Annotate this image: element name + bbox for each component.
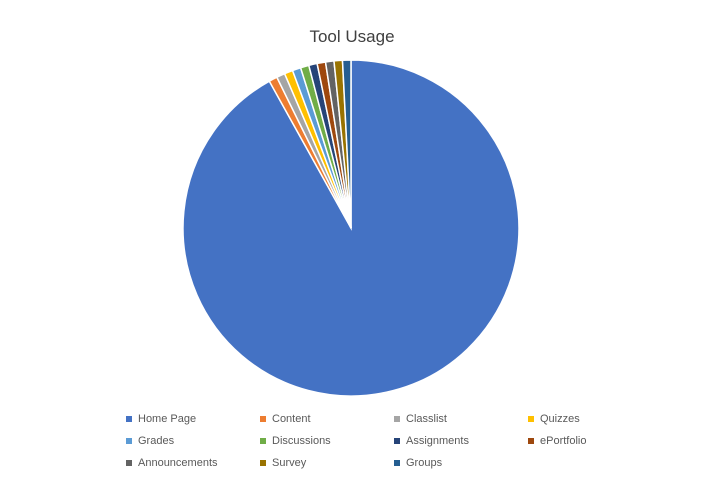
legend-swatch xyxy=(394,416,400,422)
legend-item-grades: Grades xyxy=(126,433,260,449)
legend-item-assignments: Assignments xyxy=(394,433,528,449)
legend-swatch xyxy=(394,460,400,466)
legend-label: Assignments xyxy=(406,435,469,447)
legend-label: Classlist xyxy=(406,413,447,425)
legend-swatch xyxy=(260,460,266,466)
legend-swatch xyxy=(528,416,534,422)
chart-title: Tool Usage xyxy=(309,27,395,46)
legend-item-groups: Groups xyxy=(394,455,528,471)
legend-label: Home Page xyxy=(138,413,197,425)
legend-swatch xyxy=(126,438,132,444)
pie-slice-groups xyxy=(341,59,352,229)
legend-item-eportfolio: ePortfolio xyxy=(528,433,662,449)
pie-slices xyxy=(182,59,520,397)
legend-item-quizzes: Quizzes xyxy=(528,411,662,427)
legend-label: Quizzes xyxy=(540,413,580,425)
legend-label: Announcements xyxy=(138,457,218,469)
legend-swatch xyxy=(260,416,266,422)
legend: Home Page Content Classlist Quizzes Grades Di… xyxy=(126,411,686,471)
legend-swatch xyxy=(260,438,266,444)
legend-label: Survey xyxy=(272,457,307,469)
legend-swatch xyxy=(126,460,132,466)
legend-label: Groups xyxy=(406,457,443,469)
legend-label: Content xyxy=(272,413,311,425)
legend-label: Discussions xyxy=(272,435,331,447)
legend-item-content: Content xyxy=(260,411,394,427)
legend-label: Grades xyxy=(138,435,175,447)
legend-swatch xyxy=(394,438,400,444)
legend-item-discussions: Discussions xyxy=(260,433,394,449)
legend-item-home-page: Home Page xyxy=(126,411,260,427)
legend-item-survey: Survey xyxy=(260,455,394,471)
legend-item-announcements: Announcements xyxy=(126,455,260,471)
legend-item-classlist: Classlist xyxy=(394,411,528,427)
legend-swatch xyxy=(528,438,534,444)
legend-label: ePortfolio xyxy=(540,435,587,447)
legend-swatch xyxy=(126,416,132,422)
